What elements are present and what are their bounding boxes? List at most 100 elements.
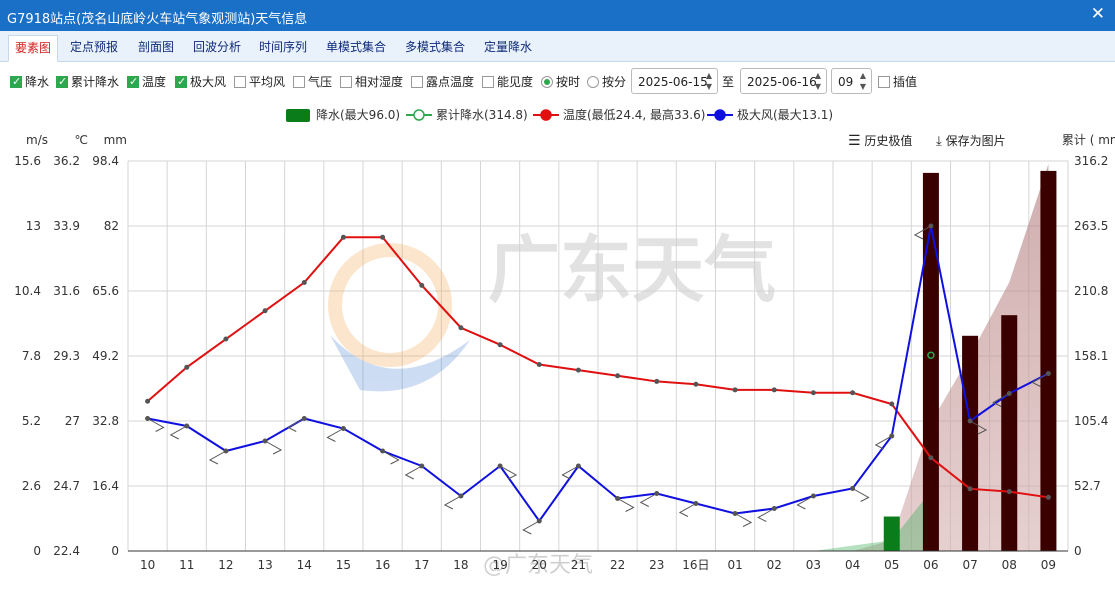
start-date-field[interactable]: 2025-06-15 ▲ ▼ [631,68,718,94]
precip-axis-tick: 32.8 [92,414,119,428]
wind-barb [208,450,227,465]
accum-axis-tick: 52.7 [1074,479,1101,493]
accum-axis-unit: 累计 ( mm ) [1062,133,1115,147]
legend-item[interactable]: 极大风(最大13.1) [707,108,833,122]
x-tick-label: 14 [297,558,312,572]
x-tick-label: 12 [218,558,233,572]
tab-elements-chart[interactable]: 要素图 [8,35,59,62]
x-tick-label: 06 [923,558,938,572]
temperature-point [850,390,856,396]
checkbox-icon [293,76,305,88]
legend-swatch-marker [540,109,552,121]
x-tick-label: 04 [845,558,860,572]
wind-barb [522,520,540,535]
precip-axis-tick: 98.4 [92,154,119,168]
history-extreme-button[interactable]: ☰ 历史极值 [848,133,913,149]
interpolate-checkbox[interactable]: 插值 [878,74,917,90]
by-hour-radio[interactable]: 按时 [541,74,580,90]
wind-barb [147,418,165,432]
accum-axis-tick: 158.1 [1074,349,1108,363]
download-icon: ⤓ [936,134,942,149]
watermark-logo [328,243,470,392]
wind-barb [852,488,870,502]
precip-axis-unit: mm [104,133,127,147]
temp-axis-unit: ℃ [75,133,88,147]
tab-bar: 要素图 定点预报 剖面图 回波分析 时间序列 单模式集合 多模式集合 定量降水 [0,31,1115,62]
tab-time-series[interactable]: 时间序列 [259,40,308,54]
wind-barb [992,393,1010,407]
temp-axis-tick: 36.2 [53,154,80,168]
checkbox-icon [56,74,68,90]
accum-precip-checkbox[interactable]: 累计降水 [56,74,119,90]
wind-barb [499,465,518,480]
visibility-checkbox[interactable]: 能见度 [482,74,533,90]
precip-bar [922,172,939,551]
temp-axis-tick: 33.9 [53,219,80,233]
dewpoint-checkbox[interactable]: 露点温度 [411,74,474,90]
spinner-icon[interactable]: ▲ ▼ [859,71,867,91]
wind-axis-unit: m/s [26,133,48,147]
checkbox-icon [340,76,352,88]
wind-axis-tick: 5.2 [22,414,41,428]
checkbox-icon [411,76,423,88]
precip-checkbox[interactable]: 降水 [10,74,49,90]
x-tick-label: 09 [1041,558,1056,572]
temperature-point [145,398,151,404]
tab-quantitative-precip[interactable]: 定量降水 [484,40,533,54]
legend-label: 极大风(最大13.1) [737,108,833,122]
temperature-point [301,280,307,286]
end-date-field[interactable]: 2025-06-16 ▲ ▼ [740,68,827,94]
save-image-button[interactable]: ⤓ 保存为图片 [936,134,1006,149]
temperature-checkbox[interactable]: 温度 [127,74,166,90]
tab-echo-analysis[interactable]: 回波分析 [193,40,242,54]
wind-barb [969,420,988,435]
weather-chart: 广东天气 @广东天气 15.6 13 10.4 7.8 5.2 2.6 0 36.2 33.9 3… [14,107,1115,578]
x-tick-label: 18 [453,558,468,572]
accum-axis-tick: 316.2 [1074,154,1108,168]
legend-swatch-marker [714,109,726,121]
wind-axis-tick: 7.8 [22,349,41,363]
legend-item[interactable]: 累计降水(314.8) [406,108,528,122]
x-tick-label: 20 [532,558,547,572]
temperature-point [732,387,738,393]
x-tick-label: 10 [140,558,155,572]
wind-barb [382,450,400,465]
legend-item[interactable]: 温度(最低24.4, 最高33.6) [533,107,705,122]
temperature-point [654,378,660,384]
spinner-icon[interactable]: ▲ ▼ [705,71,713,91]
tab-multi-model-ensemble[interactable]: 多模式集合 [405,40,466,54]
wind-axis-tick: 0 [33,544,41,558]
x-tick-label: 07 [962,558,977,572]
avg-wind-checkbox[interactable]: 平均风 [234,74,285,90]
x-tick-label: 17 [414,558,429,572]
tab-single-model-ensemble[interactable]: 单模式集合 [326,40,387,54]
by-minute-radio[interactable]: 按分 [587,74,626,90]
temperature-point [810,390,816,396]
temperature-point [340,234,346,240]
humidity-checkbox[interactable]: 相对湿度 [340,74,403,90]
options-bar: 降水 累计降水 温度 极大风 平均风 气压 相对湿度 露点温度 能见度 按时 按… [0,66,1115,98]
legend-item[interactable]: 降水(最大96.0) [286,108,400,122]
pressure-checkbox[interactable]: 气压 [293,74,332,90]
close-icon[interactable]: ✕ [1090,4,1105,24]
tab-profile[interactable]: 剖面图 [138,40,175,54]
temperature-point [1006,489,1012,495]
wind-barb [796,495,814,510]
spinner-icon[interactable]: ▲ ▼ [814,71,822,91]
max-wind-checkbox[interactable]: 极大风 [175,74,226,90]
wind-barb [734,513,753,527]
wind-barb [561,465,579,480]
temp-axis-tick: 24.7 [53,479,80,493]
wind-axis-tick: 10.4 [14,284,41,298]
legend-swatch-marker [413,109,425,121]
precip-axis-tick: 0 [111,544,119,558]
checkbox-icon [175,74,187,90]
temperature-point [380,234,386,240]
x-tick-label: 15 [336,558,351,572]
legend-swatch [286,109,310,122]
temperature-point [771,387,777,393]
hour-field[interactable]: 09 ▲ ▼ [831,68,872,94]
accum-precip-area-start [813,490,931,551]
wind-barb [1031,373,1049,387]
tab-point-forecast[interactable]: 定点预报 [70,40,119,54]
